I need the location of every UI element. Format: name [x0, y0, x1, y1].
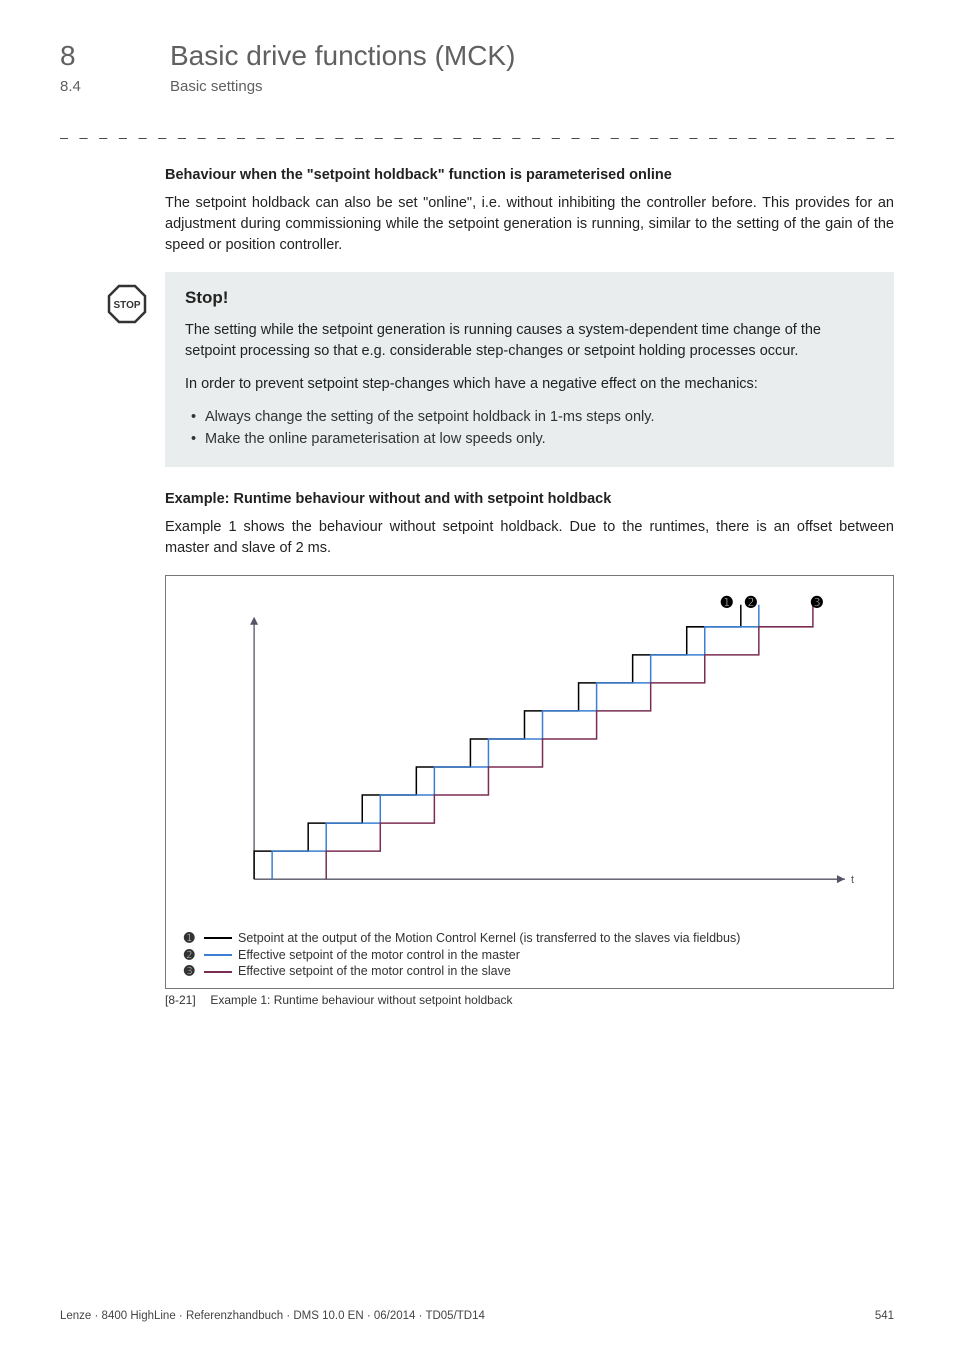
- divider: _ _ _ _ _ _ _ _ _ _ _ _ _ _ _ _ _ _ _ _ …: [60, 123, 894, 139]
- section2-body: Example 1 shows the behaviour without se…: [165, 517, 894, 559]
- legend-marker-1: ➊: [184, 930, 198, 947]
- legend-line-3: [204, 971, 232, 973]
- legend-line-1: [204, 937, 232, 939]
- section-title: Basic settings: [170, 78, 263, 95]
- svg-text:STOP: STOP: [113, 300, 140, 311]
- section-number: 8.4: [60, 78, 130, 95]
- stop-callout: STOP Stop! The setting while the setpoin…: [165, 272, 894, 467]
- stop-paragraph-1: The setting while the setpoint generatio…: [185, 320, 874, 362]
- chapter-title: Basic drive functions (MCK): [170, 40, 515, 72]
- figure-caption: [8-21] Example 1: Runtime behaviour with…: [165, 993, 894, 1007]
- caption-label: [8-21]: [165, 993, 207, 1007]
- svg-text:➊: ➊: [720, 593, 733, 609]
- svg-text:t: t: [851, 874, 854, 886]
- svg-text:➌: ➌: [810, 593, 823, 609]
- stop-title: Stop!: [185, 288, 874, 308]
- caption-text: Example 1: Runtime behaviour without set…: [210, 993, 512, 1007]
- chapter-number: 8: [60, 40, 130, 72]
- stop-icon: STOP: [107, 284, 147, 329]
- page-number: 541: [875, 1310, 894, 1322]
- legend-text-3: Effective setpoint of the motor control …: [238, 963, 511, 980]
- legend-text-1: Setpoint at the output of the Motion Con…: [238, 930, 740, 947]
- legend-line-2: [204, 954, 232, 956]
- footer-left: Lenze · 8400 HighLine · Referenzhandbuch…: [60, 1310, 485, 1322]
- section1-heading: Behaviour when the "setpoint holdback" f…: [165, 167, 894, 183]
- chart-container: t➊➋➌ ➊ Setpoint at the output of the Mot…: [165, 575, 894, 990]
- runtime-chart: t ➊➋ ➌: [184, 586, 875, 926]
- svg-text:➋: ➋: [744, 593, 757, 609]
- chart-legend: ➊ Setpoint at the output of the Motion C…: [184, 930, 875, 981]
- legend-marker-3: ➌: [184, 963, 198, 980]
- legend-marker-2: ➋: [184, 947, 198, 964]
- stop-bullet-2: Make the online parameterisation at low …: [191, 429, 874, 451]
- section1-body: The setpoint holdback can also be set "o…: [165, 193, 894, 256]
- stop-paragraph-2: In order to prevent setpoint step-change…: [185, 374, 874, 395]
- stop-bullet-1: Always change the setting of the setpoin…: [191, 407, 874, 429]
- legend-text-2: Effective setpoint of the motor control …: [238, 947, 520, 964]
- section2-heading: Example: Runtime behaviour without and w…: [165, 491, 894, 507]
